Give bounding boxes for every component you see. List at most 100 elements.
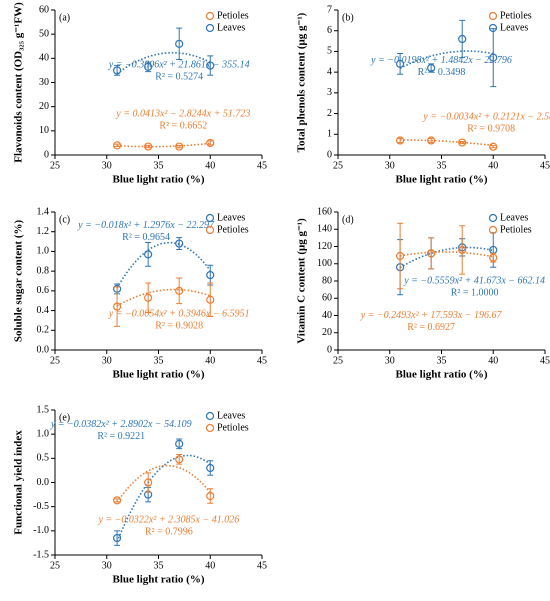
trend-equation: y = −0.018x² + 1.2976x − 22.297 (77, 220, 215, 231)
marker (396, 59, 405, 68)
legend-marker (488, 213, 498, 223)
legend-marker (488, 225, 498, 235)
trend-r2: R² = 0.9028 (155, 320, 203, 331)
error-bar (207, 460, 214, 476)
y-tick-label: 40 (39, 53, 49, 64)
y-tick-label: 1.0 (37, 428, 50, 439)
x-tick-label: 45 (540, 355, 550, 366)
x-tick-label: 25 (50, 355, 60, 366)
marker (175, 439, 184, 448)
error-bar (490, 145, 497, 149)
x-tick-label: 45 (257, 355, 267, 366)
error-bar (176, 277, 183, 305)
marker (427, 63, 436, 73)
marker (175, 455, 184, 464)
trend-equation: y = −0.0034x² + 0.2121x − 2.585 (422, 112, 550, 123)
panel-label: (b) (342, 12, 354, 23)
marker (175, 142, 184, 151)
x-axis-label: Blue light ratio (%) (396, 369, 488, 381)
y-tick-label: 50 (39, 28, 49, 39)
marker (489, 253, 498, 262)
error-bar (114, 498, 121, 503)
error-bar (459, 141, 466, 145)
x-tick-label: 40 (488, 355, 498, 366)
y-tick-label: 1 (327, 129, 332, 140)
y-tick-label: 0.6 (37, 285, 50, 296)
x-tick-label: 35 (154, 160, 164, 171)
y-axis-label: Total phenols content (μg g⁻¹) (296, 12, 308, 152)
marker (206, 491, 215, 501)
legend-marker (205, 225, 215, 235)
x-tick-label: 45 (257, 160, 267, 171)
marker (396, 136, 405, 145)
legend-label: Leaves (500, 22, 528, 33)
y-tick-label: 2 (327, 108, 332, 119)
legend-marker (205, 213, 215, 223)
error-bar (114, 286, 121, 327)
trend-r2: R² = 1.0000 (451, 287, 499, 298)
y-tick-label: 160 (317, 206, 332, 217)
error-bar (176, 27, 183, 61)
y-tick-label: 1.2 (37, 226, 50, 237)
legend-label: Leaves (217, 22, 245, 33)
trend-equation: y = 0.0413x² − 2.8244x + 51.723 (115, 109, 250, 120)
error-bar (397, 222, 404, 290)
panel: 0 20 40 60 80 100 120 140 160 25 30 35 40 45 Blue ligh… (296, 206, 550, 380)
error-bar (428, 137, 435, 144)
marker (396, 251, 405, 261)
error-bar (176, 237, 183, 250)
x-tick-label: 25 (50, 560, 60, 571)
y-tick-label: -1.0 (33, 525, 49, 536)
y-tick-label: 30 (39, 77, 49, 88)
trend-line (117, 142, 211, 148)
trend-r2: R² = 0.9708 (467, 124, 515, 135)
marker (206, 61, 215, 70)
legend-marker (488, 23, 498, 33)
legend-label: Petioles (217, 224, 249, 235)
y-tick-label: 5 (327, 46, 332, 57)
x-tick-label: 40 (205, 355, 215, 366)
error-bar (207, 488, 214, 504)
marker (112, 496, 122, 505)
x-tick-label: 30 (102, 160, 112, 171)
y-axis-label: Flavonoids content (OD₃₂₅ g⁻¹FW) (13, 2, 25, 163)
marker (427, 136, 436, 145)
y-tick-label: 100 (317, 258, 332, 269)
y-axis-label: Soluble sugar content (%) (13, 220, 25, 343)
panel-label: (c) (59, 214, 70, 225)
trend-equation: y = −0.2493x² + 17.593x − 196.67 (360, 310, 503, 321)
error-bar (397, 137, 404, 144)
error-bar (490, 252, 497, 263)
error-bar (428, 63, 435, 73)
legend-marker (205, 11, 215, 21)
y-tick-label: 80 (322, 275, 332, 286)
marker (458, 245, 467, 255)
marker (144, 62, 153, 71)
y-tick-label: 10 (39, 125, 49, 136)
trend-line (399, 251, 494, 258)
y-tick-label: 40 (322, 310, 332, 321)
y-tick-label: 0.0 (37, 477, 50, 488)
error-bar (176, 144, 183, 149)
marker (175, 239, 184, 248)
y-tick-label: 7 (327, 4, 332, 15)
y-tick-label: 6 (327, 25, 332, 36)
error-bar (207, 140, 214, 146)
x-tick-label: 30 (385, 160, 395, 171)
x-tick-label: 30 (102, 560, 112, 571)
marker (112, 302, 122, 311)
legend-label: Petioles (217, 422, 249, 433)
error-bar (114, 530, 121, 546)
x-tick-label: 35 (437, 160, 447, 171)
x-tick-label: 40 (205, 160, 215, 171)
error-bar (145, 282, 152, 314)
trend-line (116, 241, 211, 289)
x-tick-label: 35 (154, 560, 164, 571)
marker (206, 463, 215, 473)
legend-label: Leaves (217, 212, 245, 223)
y-tick-label: 0.8 (37, 265, 50, 276)
trend-line (399, 50, 494, 70)
x-tick-label: 30 (385, 355, 395, 366)
